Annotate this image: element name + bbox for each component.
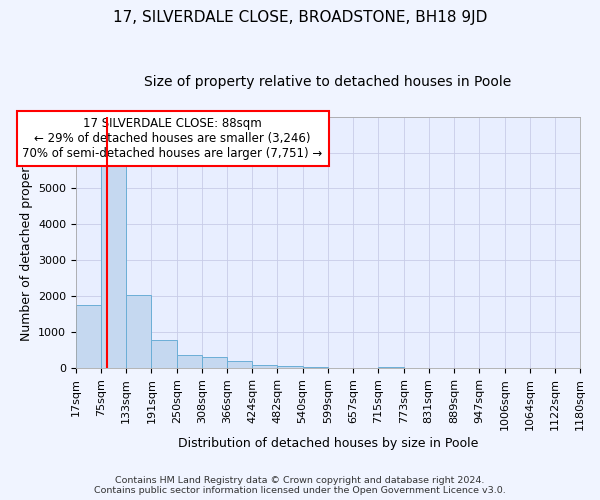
Bar (76, 306, 101, 368)
Text: 17, SILVERDALE CLOSE, BROADSTONE, BH18 9JD: 17, SILVERDALE CLOSE, BROADSTONE, BH18 9… (113, 10, 487, 25)
Bar (126, 294, 151, 368)
Bar (177, 355, 202, 368)
Y-axis label: Number of detached properties: Number of detached properties (20, 144, 32, 341)
X-axis label: Distribution of detached houses by size in Poole: Distribution of detached houses by size … (178, 437, 478, 450)
Text: Contains HM Land Registry data © Crown copyright and database right 2024.
Contai: Contains HM Land Registry data © Crown c… (94, 476, 506, 495)
Bar (253, 364, 277, 368)
Bar (277, 366, 302, 368)
Bar (227, 361, 253, 368)
Bar (302, 366, 328, 368)
Text: 17 SILVERDALE CLOSE: 88sqm
← 29% of detached houses are smaller (3,246)
70% of s: 17 SILVERDALE CLOSE: 88sqm ← 29% of deta… (22, 116, 323, 160)
Bar (379, 366, 404, 368)
Bar (151, 340, 177, 368)
Bar (202, 356, 227, 368)
Bar (101, 160, 126, 368)
Title: Size of property relative to detached houses in Poole: Size of property relative to detached ho… (145, 75, 512, 89)
